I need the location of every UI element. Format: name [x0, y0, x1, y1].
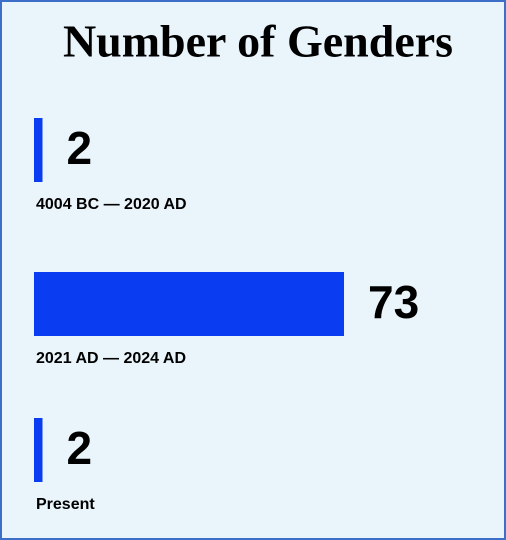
chart-title: Number of Genders [63, 16, 453, 67]
category-label: 2021 AD — 2024 AD [36, 350, 186, 367]
bar [34, 418, 43, 482]
value-label: 73 [368, 276, 419, 328]
value-label: 2 [66, 422, 92, 474]
bar [34, 118, 43, 182]
category-label: Present [36, 496, 95, 513]
bar [34, 272, 344, 336]
value-label: 2 [66, 122, 92, 174]
category-label: 4004 BC — 2020 AD [36, 196, 187, 213]
